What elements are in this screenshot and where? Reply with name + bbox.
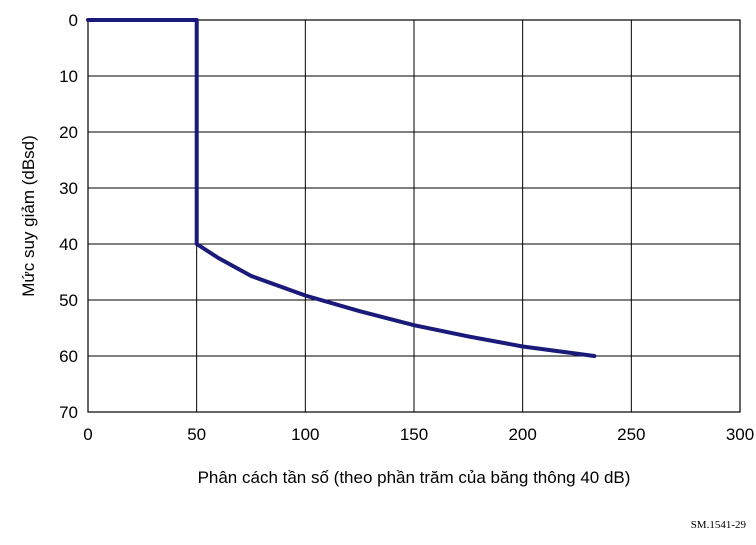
figure-reference: SM.1541-29	[691, 519, 747, 531]
y-tick-label: 0	[69, 11, 78, 30]
series-line	[86, 18, 597, 358]
y-tick-label: 70	[59, 403, 78, 422]
x-tick-label: 250	[617, 425, 645, 444]
y-tick-label: 20	[59, 123, 78, 142]
x-axis-label: Phân cách tần số (theo phần trăm của băn…	[198, 468, 631, 487]
x-tick-labels: 0 50 100 150 200 250 300	[83, 425, 754, 444]
x-tick-label: 200	[508, 425, 536, 444]
x-tick-label: 300	[726, 425, 754, 444]
y-tick-label: 40	[59, 235, 78, 254]
y-tick-label: 10	[59, 67, 78, 86]
plot-frame	[87, 19, 741, 413]
y-tick-labels: 0 10 20 30 40 50 60 70	[59, 11, 78, 422]
y-tick-label: 30	[59, 179, 78, 198]
x-tick-label: 100	[291, 425, 319, 444]
y-tick-label: 50	[59, 291, 78, 310]
x-tick-label: 50	[187, 425, 206, 444]
x-tick-label: 150	[400, 425, 428, 444]
y-axis-label: Mức suy giảm (dBsd)	[19, 135, 38, 297]
y-tick-label: 60	[59, 347, 78, 366]
x-tick-label: 0	[83, 425, 92, 444]
